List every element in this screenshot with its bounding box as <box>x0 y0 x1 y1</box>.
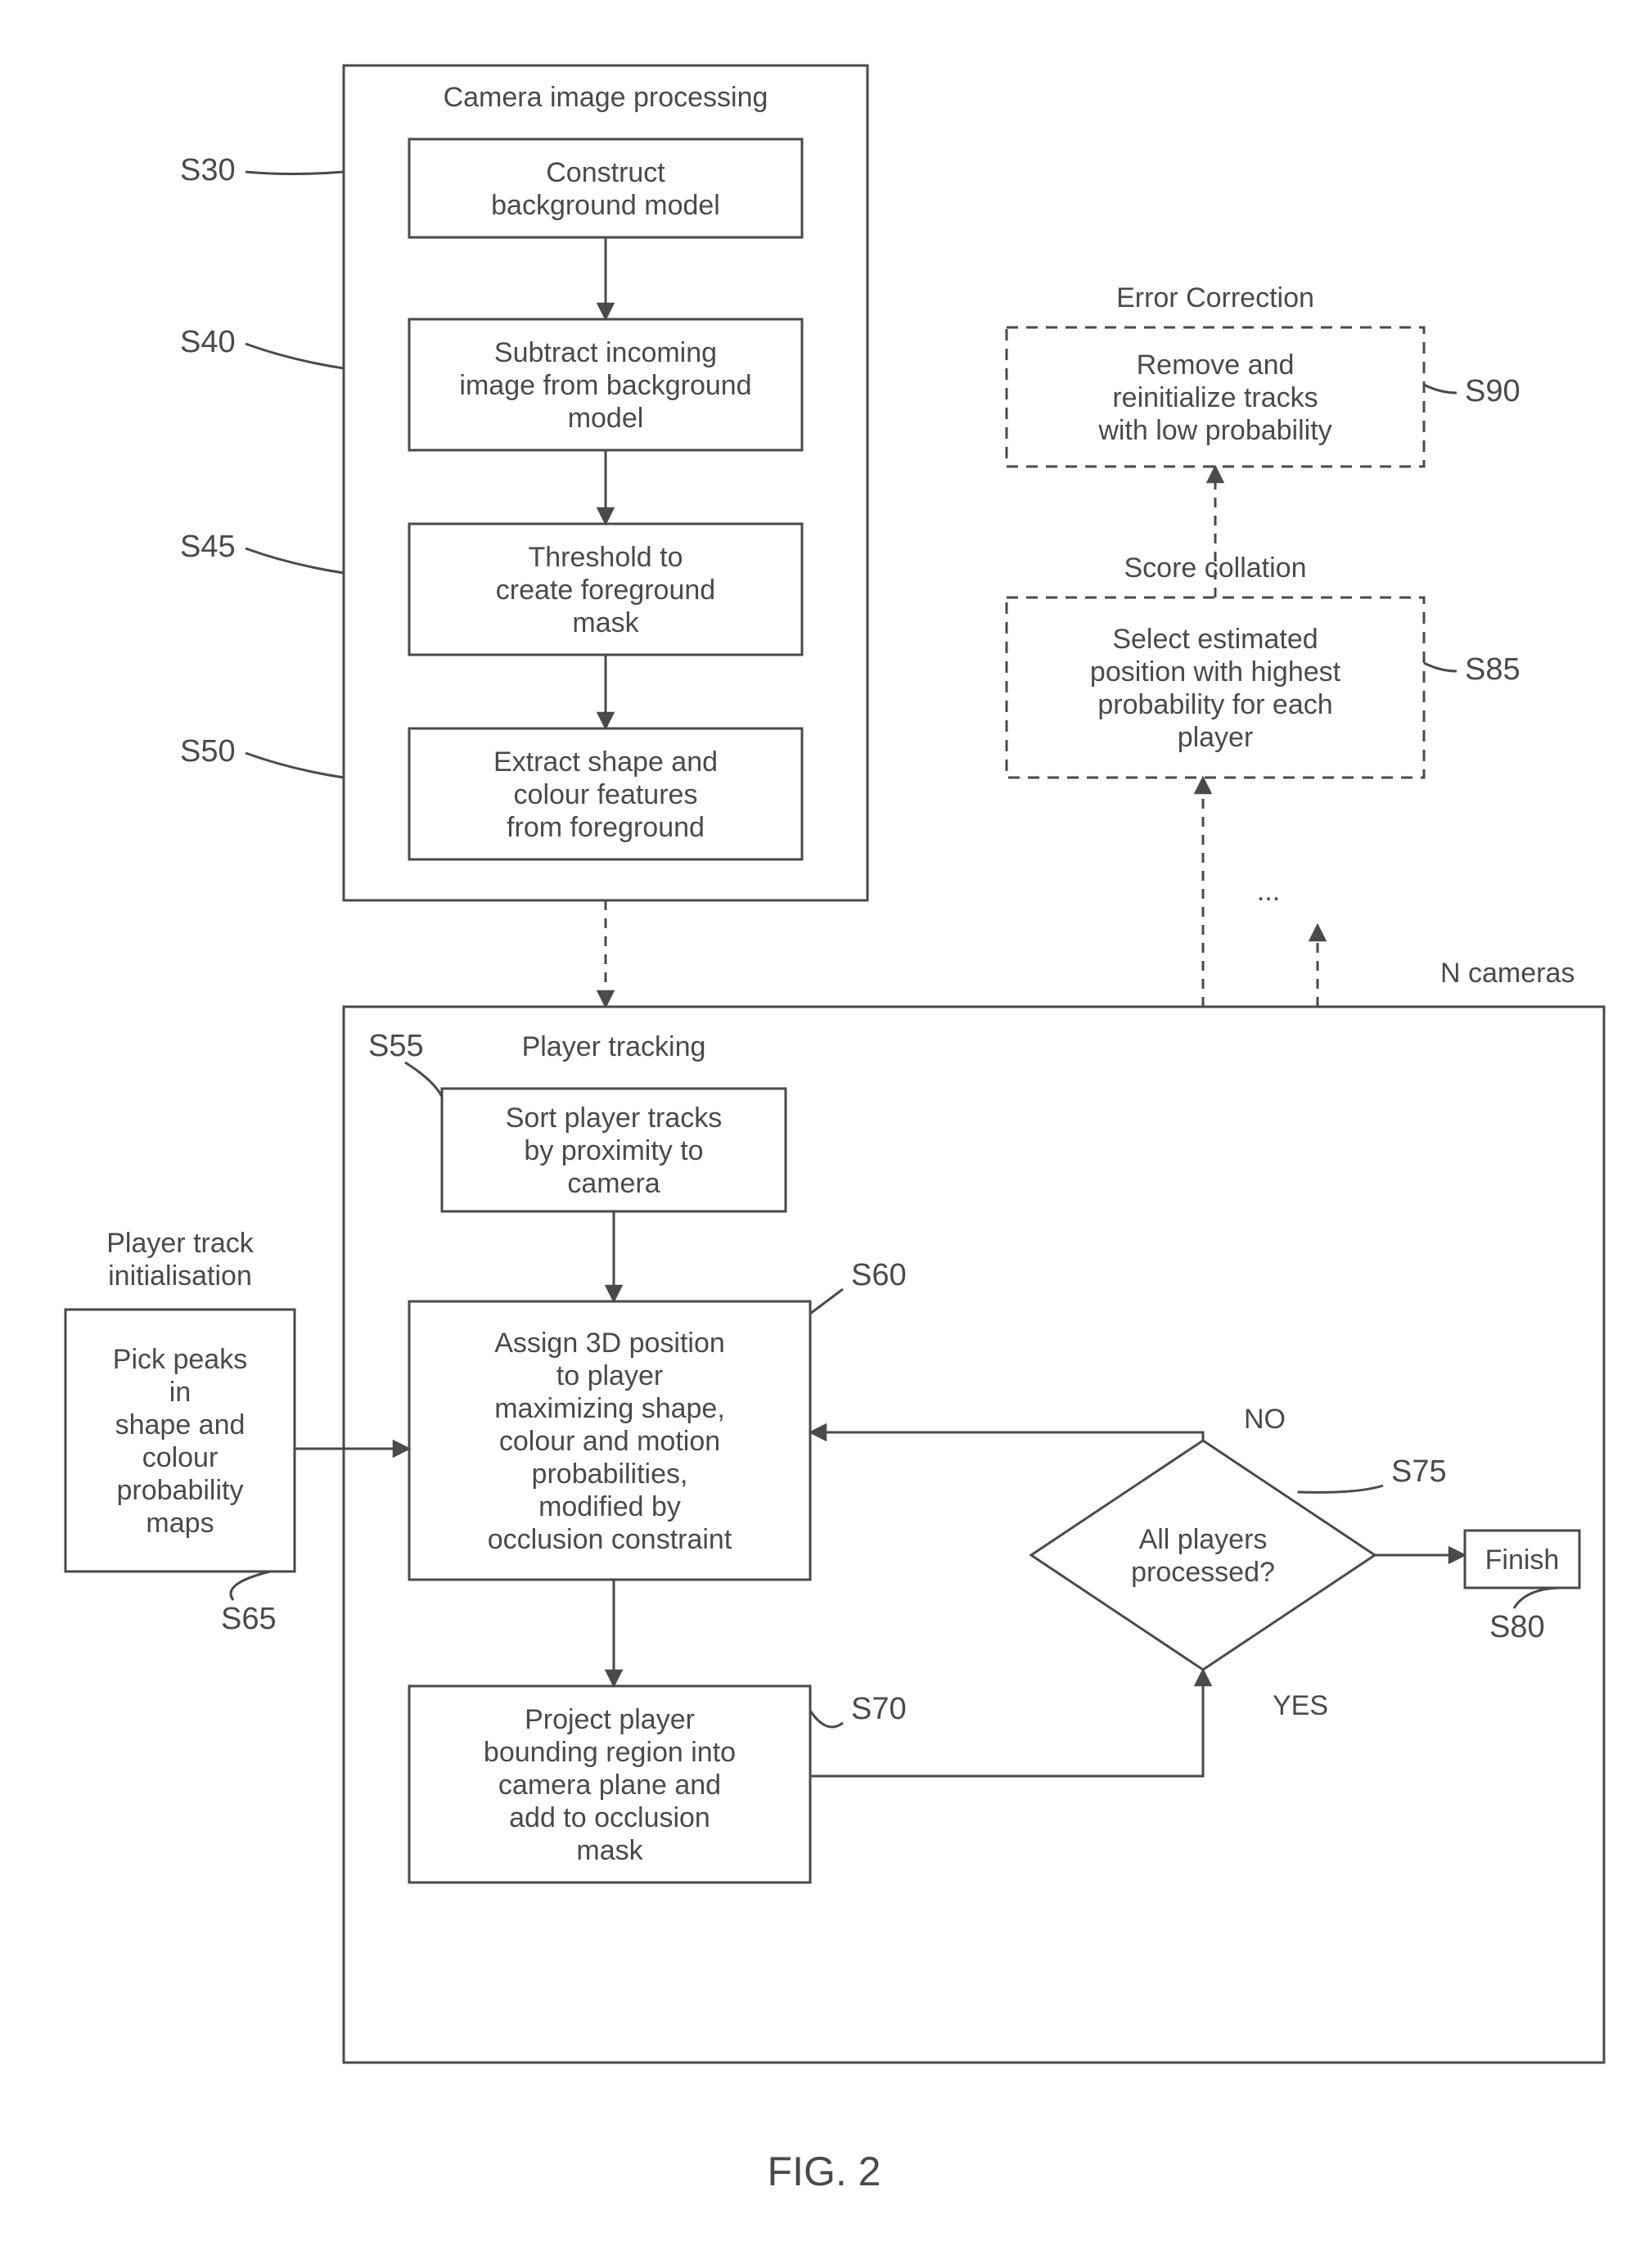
svg-text:S65: S65 <box>221 1602 277 1636</box>
svg-text:S40: S40 <box>180 325 236 359</box>
svg-text:S80: S80 <box>1489 1610 1545 1644</box>
svg-text:Project playerbounding region: Project playerbounding region intocamera… <box>484 1704 736 1866</box>
svg-text:All playersprocessed?: All playersprocessed? <box>1131 1524 1275 1588</box>
svg-text:Sort player tracksby proximity: Sort player tracksby proximity tocamera <box>506 1102 723 1199</box>
svg-text:Constructbackground model: Constructbackground model <box>491 157 720 221</box>
svg-text:S45: S45 <box>180 530 236 564</box>
svg-text:S60: S60 <box>851 1258 907 1292</box>
svg-text:Threshold tocreate foregroundm: Threshold tocreate foregroundmask <box>496 542 715 638</box>
svg-text:NO: NO <box>1244 1404 1286 1435</box>
svg-text:Player trackinitialisation: Player trackinitialisation <box>106 1228 254 1292</box>
svg-text:S50: S50 <box>180 734 236 769</box>
svg-text:...: ... <box>1257 876 1280 907</box>
svg-text:S75: S75 <box>1391 1454 1447 1489</box>
svg-text:FIG. 2: FIG. 2 <box>768 2149 881 2194</box>
svg-text:N cameras: N cameras <box>1440 958 1575 989</box>
svg-text:Select estimatedposition with: Select estimatedposition with highestpro… <box>1090 624 1341 753</box>
svg-text:Remove andreinitialize tracksw: Remove andreinitialize trackswith low pr… <box>1097 349 1331 446</box>
svg-text:YES: YES <box>1273 1690 1328 1721</box>
svg-text:S70: S70 <box>851 1692 907 1726</box>
svg-text:Camera image processing: Camera image processing <box>444 82 768 113</box>
svg-text:S55: S55 <box>368 1029 424 1063</box>
svg-text:Extract shape andcolour featur: Extract shape andcolour featuresfrom for… <box>493 746 718 843</box>
svg-text:Error Correction: Error Correction <box>1116 282 1314 313</box>
svg-text:Finish: Finish <box>1485 1544 1560 1576</box>
svg-text:Player tracking: Player tracking <box>522 1031 706 1062</box>
svg-text:S30: S30 <box>180 153 236 187</box>
svg-text:Subtract incomingimage from ba: Subtract incomingimage from backgroundmo… <box>459 337 751 434</box>
svg-text:S85: S85 <box>1465 652 1521 687</box>
svg-text:Assign 3D positionto playermax: Assign 3D positionto playermaximizing sh… <box>488 1328 732 1555</box>
svg-text:Pick peaksinshape andcolourpro: Pick peaksinshape andcolourprobabilityma… <box>113 1344 247 1539</box>
flowchart-figure-2: Camera image processing Constructbackgrou… <box>0 0 1649 2268</box>
svg-text:S90: S90 <box>1465 374 1521 408</box>
